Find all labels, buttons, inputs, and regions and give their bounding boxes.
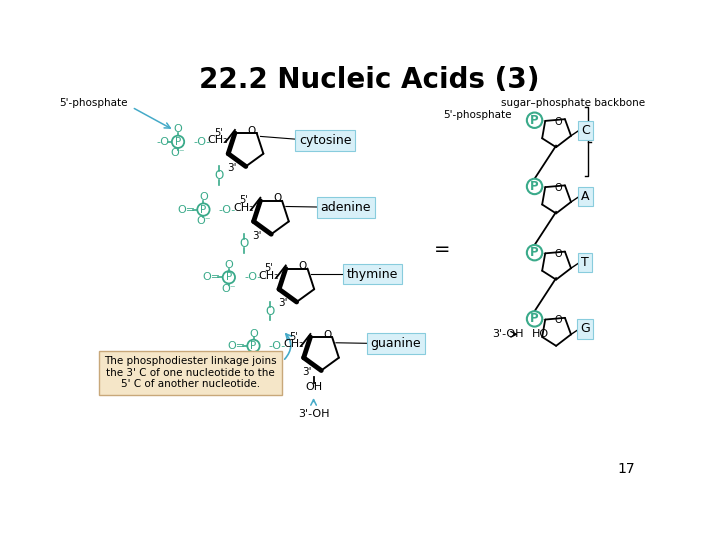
Text: O: O: [554, 183, 562, 193]
Text: -O: -O: [156, 137, 169, 147]
Text: O: O: [215, 169, 223, 182]
Circle shape: [527, 112, 542, 128]
Text: HO: HO: [532, 329, 549, 339]
Text: P: P: [530, 313, 539, 326]
Text: -O-: -O-: [219, 205, 236, 214]
Text: O=: O=: [203, 272, 221, 282]
Text: 5'-phosphate: 5'-phosphate: [60, 98, 128, 109]
Text: 5': 5': [239, 195, 248, 205]
Text: CH₂: CH₂: [208, 135, 228, 145]
Text: O: O: [554, 117, 562, 127]
Text: 3'-OH: 3'-OH: [298, 409, 329, 419]
Text: O: O: [265, 305, 274, 318]
Text: O: O: [554, 249, 562, 259]
Text: The phosphodiester linkage joins
the 3' C of one nucleotide to the
5' C of anoth: The phosphodiester linkage joins the 3' …: [104, 356, 276, 389]
Text: P: P: [251, 341, 256, 351]
Text: G: G: [580, 322, 590, 335]
Text: guanine: guanine: [371, 337, 421, 350]
Text: 3': 3': [253, 231, 262, 241]
Text: CH₂: CH₂: [283, 339, 304, 349]
Text: O⁻: O⁻: [222, 284, 236, 294]
Text: O: O: [249, 328, 258, 339]
Text: O⁻: O⁻: [196, 216, 211, 226]
Text: O: O: [248, 126, 256, 136]
Circle shape: [248, 340, 260, 352]
Text: O: O: [199, 192, 208, 202]
Text: O=: O=: [228, 341, 246, 351]
Text: 3': 3': [302, 367, 312, 377]
Text: O: O: [554, 315, 562, 326]
Text: 3'-OH: 3'-OH: [492, 329, 523, 339]
Text: P: P: [200, 205, 207, 214]
Circle shape: [527, 179, 542, 194]
Text: CH₂: CH₂: [233, 203, 254, 213]
Circle shape: [197, 204, 210, 215]
Text: O⁻: O⁻: [171, 148, 185, 158]
Text: O: O: [174, 125, 182, 134]
Text: T: T: [582, 256, 589, 269]
Text: 5': 5': [289, 332, 298, 342]
Text: P: P: [530, 246, 539, 259]
Text: C: C: [581, 124, 590, 137]
Text: 5': 5': [214, 127, 222, 138]
Text: P: P: [530, 180, 539, 193]
Text: P: P: [226, 272, 232, 282]
Text: O: O: [240, 237, 249, 250]
Text: thymine: thymine: [347, 268, 399, 281]
Circle shape: [527, 245, 542, 260]
Text: O: O: [299, 261, 307, 271]
Text: 22.2 Nucleic Acids (3): 22.2 Nucleic Acids (3): [199, 66, 539, 94]
Text: -O-: -O-: [194, 137, 211, 147]
Text: 5': 5': [264, 263, 274, 273]
Text: =: =: [434, 240, 451, 259]
Text: O: O: [323, 330, 331, 340]
Text: O: O: [225, 260, 233, 270]
Text: O=: O=: [177, 205, 196, 214]
Circle shape: [222, 271, 235, 284]
Text: P: P: [530, 114, 539, 127]
Text: -O-: -O-: [244, 272, 261, 282]
Text: sugar–phosphate backbone: sugar–phosphate backbone: [500, 98, 644, 109]
Text: adenine: adenine: [320, 201, 371, 214]
Text: O⁻: O⁻: [246, 353, 261, 362]
Text: O: O: [274, 193, 282, 204]
Text: cytosine: cytosine: [299, 134, 351, 147]
Text: -O-: -O-: [269, 341, 286, 351]
Text: 5'-phosphate: 5'-phosphate: [443, 110, 511, 120]
Circle shape: [527, 311, 542, 327]
Text: 3': 3': [228, 163, 237, 173]
Text: P: P: [175, 137, 181, 147]
Circle shape: [172, 136, 184, 148]
Text: CH₂: CH₂: [258, 271, 279, 281]
Text: 17: 17: [617, 462, 634, 476]
Text: A: A: [581, 190, 590, 203]
Text: OH: OH: [305, 382, 322, 393]
Text: 3': 3': [278, 299, 287, 308]
